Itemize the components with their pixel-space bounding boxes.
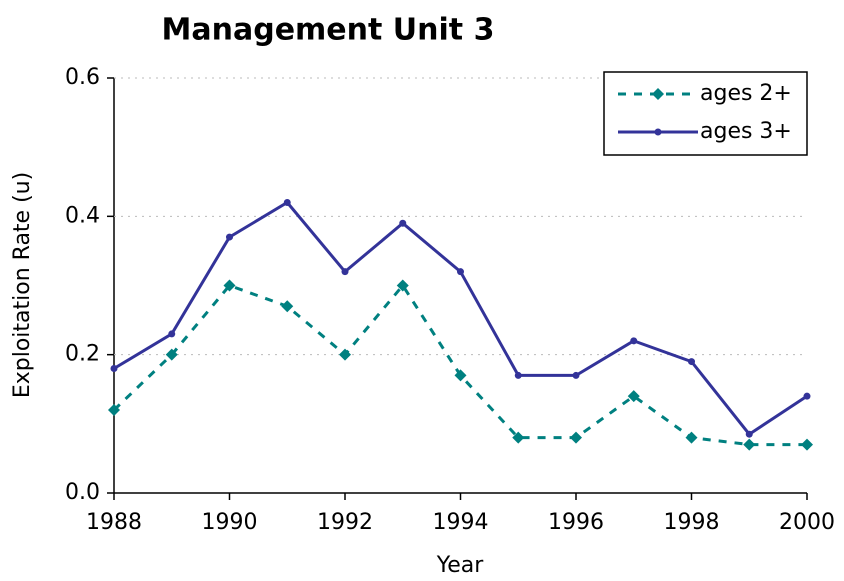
x-tick-label: 1988 [86,510,142,535]
legend-label: ages 3+ [700,119,792,144]
x-tick-label: 1998 [664,510,720,535]
marker [396,279,409,292]
marker [627,390,640,403]
marker [454,369,467,382]
marker [283,199,291,206]
y-axis-label: Exploitation Rate (u) [10,172,35,398]
y-tick-label: 0.0 [65,480,100,505]
marker [226,233,233,241]
marker [630,337,638,345]
marker [110,365,118,372]
marker [654,128,662,136]
marker [281,300,294,313]
y-tick-label: 0.6 [65,65,100,90]
marker [341,268,349,276]
marker [570,431,582,444]
marker [514,371,522,379]
legend-label: ages 2+ [700,81,792,106]
marker [399,219,407,227]
marker [801,438,813,451]
marker [457,268,464,276]
x-tick-label: 1992 [317,510,373,535]
marker [743,438,756,451]
x-axis-label: Year [436,553,485,578]
legend-box [603,71,808,156]
marker [108,404,120,416]
marker [165,348,178,361]
x-tick-label: 1996 [548,510,604,535]
marker [223,279,236,292]
marker [745,430,753,438]
series-line [112,282,807,447]
marker [685,431,698,444]
x-tick-label: 1990 [202,510,258,535]
marker [803,392,811,400]
chart-title: Management Unit 3 [162,13,495,48]
series-line [113,200,808,437]
marker [339,348,351,361]
marker [572,371,580,379]
y-tick-label: 0.2 [65,342,100,367]
x-tick-label: 2000 [779,510,835,535]
marker [168,330,176,338]
marker [688,358,695,366]
x-tick-label: 1994 [433,510,489,535]
marker [652,88,664,100]
y-tick-label: 0.4 [65,203,100,228]
marker [512,431,525,444]
